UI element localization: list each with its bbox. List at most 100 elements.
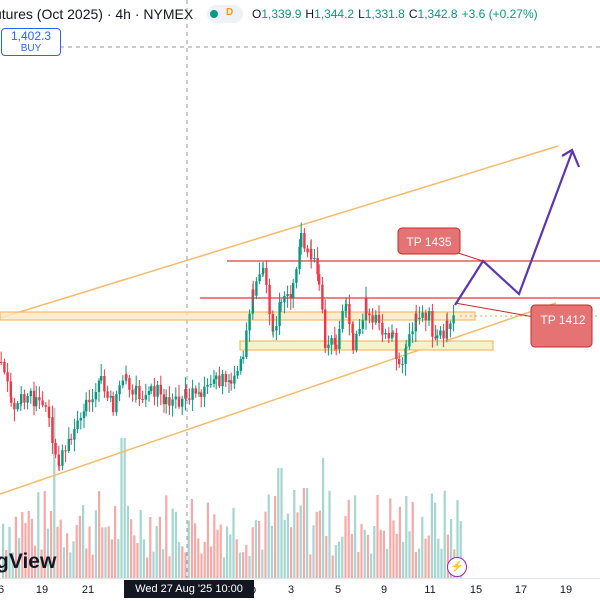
volume-bar xyxy=(296,512,299,578)
candle-body xyxy=(82,411,86,418)
candle-body xyxy=(295,269,298,283)
candle-body xyxy=(318,274,321,285)
candle-body xyxy=(289,293,292,299)
volume-bar xyxy=(283,519,286,578)
candle-body xyxy=(135,386,138,389)
candle-body xyxy=(168,397,171,406)
volume-bar xyxy=(53,408,56,578)
volume-bar xyxy=(341,536,344,578)
candle-body xyxy=(58,465,61,467)
volume-bars xyxy=(2,408,462,578)
ohlc-value: 1,331.8 xyxy=(364,7,405,21)
volume-bar xyxy=(2,523,5,578)
candle-body xyxy=(351,324,354,333)
candle-body xyxy=(439,330,442,336)
ohlc-value: 1,344.2 xyxy=(314,7,355,21)
candle-body xyxy=(54,442,57,455)
volume-bar xyxy=(149,516,152,578)
volume-bar xyxy=(107,526,110,578)
candle-body xyxy=(153,386,156,397)
volume-bar xyxy=(274,495,277,578)
buy-button[interactable]: 1,402.3 BUY xyxy=(1,28,61,56)
volume-bar xyxy=(40,549,43,578)
candle-body xyxy=(200,392,203,397)
volume-bar xyxy=(434,502,437,578)
x-tick-label: 5 xyxy=(334,584,342,596)
candles xyxy=(0,222,455,472)
volume-bar xyxy=(235,539,238,578)
candle-body xyxy=(144,394,147,400)
lightning-icon[interactable]: ⚡ xyxy=(447,557,467,577)
resistance-lines xyxy=(200,260,600,299)
candle-body xyxy=(221,374,224,387)
symbol-title: utures (Oct 2025) · 4h · NYMEX xyxy=(0,6,194,22)
volume-bar xyxy=(222,557,225,578)
candle-body xyxy=(275,326,278,331)
candle-body xyxy=(265,268,268,285)
volume-bar xyxy=(158,516,161,578)
volume-bar xyxy=(366,534,369,578)
volume-bar xyxy=(171,508,174,578)
volume-bar xyxy=(203,541,206,578)
volume-bar xyxy=(226,526,229,578)
candle-body xyxy=(100,376,103,381)
candle-body xyxy=(121,380,124,386)
volume-bar xyxy=(123,438,126,578)
volume-bar xyxy=(267,494,270,578)
chart-header: utures (Oct 2025) · 4h · NYMEX D O1,339.… xyxy=(0,0,600,28)
support-zones xyxy=(0,311,600,351)
volume-bar xyxy=(21,511,24,578)
tp-1412-box xyxy=(530,304,593,348)
tp-1435-box xyxy=(397,227,461,255)
volume-bar xyxy=(62,547,65,578)
volume-bar xyxy=(248,555,251,578)
candle-body xyxy=(185,388,188,399)
x-tick-label: 9 xyxy=(380,584,388,596)
candle-body xyxy=(106,391,109,398)
tp-1412-label: TP 1412 xyxy=(540,313,585,327)
volume-bar xyxy=(424,538,427,578)
candle-body xyxy=(355,333,358,351)
volume-bar xyxy=(238,552,241,578)
candle-body xyxy=(48,417,51,419)
candle-body xyxy=(150,386,153,391)
volume-bar xyxy=(261,549,264,578)
volume-bar xyxy=(395,533,398,578)
candle-body xyxy=(9,381,12,397)
candle-body xyxy=(215,375,218,380)
buy-price: 1,402.3 xyxy=(10,29,52,43)
volume-bar xyxy=(98,491,101,578)
x-tick-label: 11 xyxy=(424,584,436,596)
volume-bar xyxy=(206,502,209,578)
candle-body xyxy=(109,396,112,398)
time-axis[interactable]: 61921p35911151719 xyxy=(0,578,600,601)
volume-bar xyxy=(120,438,123,578)
candle-body xyxy=(436,335,439,339)
candle-body xyxy=(335,344,338,350)
candle-body xyxy=(67,438,70,451)
tp-1435-connector xyxy=(454,251,484,262)
candle-body xyxy=(404,348,407,364)
volume-bar xyxy=(232,507,235,578)
volume-bar xyxy=(270,525,273,578)
volume-bar xyxy=(421,516,424,578)
volume-bar xyxy=(46,528,49,578)
volume-bar xyxy=(286,513,289,578)
ohlc-key: C xyxy=(408,7,418,21)
volume-bar xyxy=(322,458,325,578)
candle-body xyxy=(381,322,384,335)
candle-body xyxy=(330,338,333,345)
candle-body xyxy=(280,302,283,304)
volume-bar xyxy=(94,510,97,578)
volume-bar xyxy=(258,521,261,578)
gridlines xyxy=(60,0,600,578)
candle-body xyxy=(236,370,239,376)
x-tick-label: 19 xyxy=(35,584,49,596)
volume-bar xyxy=(200,553,203,578)
candle-body xyxy=(79,417,82,421)
volume-bar xyxy=(43,491,46,578)
candle-body xyxy=(44,405,47,407)
volume-bar xyxy=(427,535,430,578)
volume-bar xyxy=(242,552,245,578)
